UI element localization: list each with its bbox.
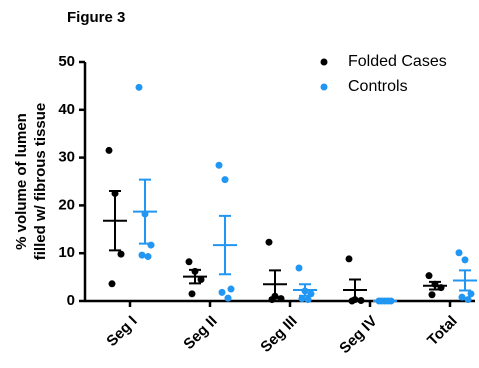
y-tick-label: 10 [58,244,75,261]
x-tick-label: Seg I [103,313,140,350]
data-point [221,176,229,184]
data-point [218,288,226,296]
error-bar [459,269,471,292]
x-tick-label: Seg II [180,313,220,353]
y-axis-label: % volume of lumen [13,113,30,250]
legend-label: Controls [348,78,408,95]
data-point [295,264,303,272]
error-bar [219,214,231,276]
error-bar [109,190,121,252]
legend-marker [320,58,328,66]
data-point [117,250,125,258]
data-point [135,83,143,91]
error-bar [429,280,441,291]
error-bar [349,278,361,302]
data-point [185,258,193,266]
data-point [224,294,232,302]
legend-marker [320,83,328,91]
data-point [304,296,312,304]
data-point [464,296,472,304]
data-point [458,293,466,301]
x-tick-label: Total [424,313,461,350]
error-bar [299,283,311,297]
data-point [461,256,469,264]
data-point [197,275,205,283]
data-point [188,290,196,298]
data-point [105,146,113,154]
data-point [345,255,353,263]
error-bar [139,178,151,245]
data-point [215,161,223,169]
y-axis-label: filled w/ fibrous tissue [32,103,49,261]
y-tick-label: 40 [58,101,75,118]
data-point [455,249,463,257]
x-tick-label: Seg III [257,313,300,356]
y-tick-label: 50 [58,53,75,70]
x-tick-label: Seg IV [336,313,380,357]
data-point [227,285,235,293]
error-bar [269,269,281,300]
y-tick-label: 20 [58,196,75,213]
data-point [428,291,436,299]
chart-title: Figure 3 [67,9,125,26]
y-tick-label: 0 [67,292,75,309]
data-point [425,272,433,280]
y-tick-label: 30 [58,149,75,166]
data-point [108,280,116,288]
data-point [467,290,475,298]
data-point [265,238,273,246]
data-point [138,251,146,259]
data-point [298,295,306,303]
data-point [144,253,152,261]
error-bar [189,268,201,285]
legend-label: Folded Cases [348,53,447,70]
data-point [147,241,155,249]
